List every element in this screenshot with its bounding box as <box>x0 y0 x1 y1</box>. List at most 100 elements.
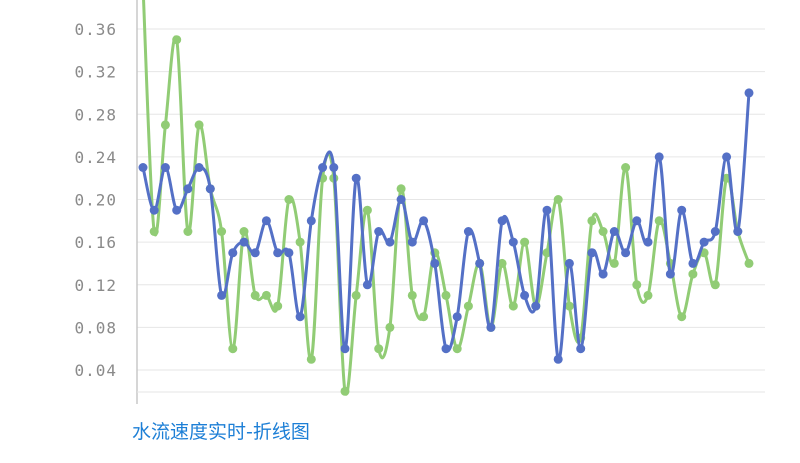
data-point[interactable] <box>340 386 350 396</box>
data-point[interactable] <box>284 195 294 204</box>
data-point[interactable] <box>587 248 597 258</box>
data-point[interactable] <box>598 269 608 279</box>
data-point[interactable] <box>508 301 518 311</box>
data-point[interactable] <box>407 237 417 247</box>
data-point[interactable] <box>362 205 372 215</box>
data-point[interactable] <box>351 290 361 300</box>
data-point[interactable] <box>239 237 249 247</box>
data-point[interactable] <box>295 237 305 247</box>
data-point[interactable] <box>183 227 193 236</box>
data-point[interactable] <box>564 258 574 268</box>
data-point[interactable] <box>733 227 743 236</box>
y-tick-label: 0.12 <box>74 276 117 295</box>
data-point[interactable] <box>643 237 653 247</box>
data-point[interactable] <box>508 237 518 247</box>
data-point[interactable] <box>351 173 361 183</box>
data-point[interactable] <box>553 354 563 364</box>
data-point[interactable] <box>677 205 687 215</box>
data-point[interactable] <box>149 227 159 236</box>
data-point[interactable] <box>553 195 563 204</box>
data-point[interactable] <box>744 258 754 268</box>
data-point[interactable] <box>564 301 574 311</box>
data-point[interactable] <box>486 322 496 332</box>
data-point[interactable] <box>273 301 283 311</box>
series-1 <box>142 0 754 396</box>
data-point[interactable] <box>407 290 417 300</box>
data-point[interactable] <box>217 290 227 300</box>
data-point[interactable] <box>463 301 473 311</box>
data-point[interactable] <box>587 216 597 226</box>
data-point[interactable] <box>699 237 709 247</box>
data-point[interactable] <box>295 312 305 322</box>
data-point[interactable] <box>374 227 384 236</box>
data-point[interactable] <box>261 216 271 226</box>
data-point[interactable] <box>250 248 260 258</box>
data-point[interactable] <box>452 344 462 354</box>
data-point[interactable] <box>598 227 608 236</box>
data-point[interactable] <box>385 322 395 332</box>
data-point[interactable] <box>194 120 204 130</box>
data-point[interactable] <box>228 344 238 354</box>
data-point[interactable] <box>677 312 687 322</box>
data-point[interactable] <box>722 152 732 162</box>
data-point[interactable] <box>609 227 619 236</box>
data-point[interactable] <box>497 258 507 268</box>
data-point[interactable] <box>744 88 754 98</box>
data-point[interactable] <box>710 227 720 236</box>
data-point[interactable] <box>452 312 462 322</box>
data-point[interactable] <box>340 344 350 354</box>
data-point[interactable] <box>621 248 631 258</box>
y-tick-label: 0.32 <box>74 63 117 82</box>
data-point[interactable] <box>621 163 631 172</box>
data-point[interactable] <box>632 216 642 226</box>
data-point[interactable] <box>396 184 406 194</box>
data-point[interactable] <box>419 216 429 226</box>
data-point[interactable] <box>284 248 294 258</box>
data-point[interactable] <box>654 152 664 162</box>
data-point[interactable] <box>217 227 227 236</box>
data-point[interactable] <box>520 290 530 300</box>
data-point[interactable] <box>329 163 339 172</box>
data-point[interactable] <box>542 205 552 215</box>
data-point[interactable] <box>419 312 429 322</box>
data-point[interactable] <box>172 35 182 45</box>
data-point[interactable] <box>463 227 473 236</box>
data-point[interactable] <box>183 184 193 194</box>
data-point[interactable] <box>632 280 642 290</box>
data-point[interactable] <box>396 195 406 204</box>
data-point[interactable] <box>318 163 328 172</box>
data-point[interactable] <box>273 248 283 258</box>
data-point[interactable] <box>228 248 238 258</box>
data-point[interactable] <box>250 290 260 300</box>
data-point[interactable] <box>138 163 148 172</box>
data-point[interactable] <box>205 184 215 194</box>
data-point[interactable] <box>261 290 271 300</box>
data-point[interactable] <box>665 269 675 279</box>
data-point[interactable] <box>531 301 541 311</box>
data-point[interactable] <box>194 163 204 172</box>
data-point[interactable] <box>654 216 664 226</box>
data-point[interactable] <box>688 269 698 279</box>
data-point[interactable] <box>520 237 530 247</box>
data-point[interactable] <box>643 290 653 300</box>
data-point[interactable] <box>306 216 316 226</box>
data-point[interactable] <box>441 344 451 354</box>
data-point[interactable] <box>441 290 451 300</box>
data-point[interactable] <box>160 163 170 172</box>
data-point[interactable] <box>385 237 395 247</box>
data-point[interactable] <box>475 258 485 268</box>
data-point[interactable] <box>172 205 182 215</box>
data-point[interactable] <box>430 258 440 268</box>
data-point[interactable] <box>609 258 619 268</box>
data-point[interactable] <box>239 227 249 236</box>
data-point[interactable] <box>362 280 372 290</box>
data-point[interactable] <box>160 120 170 130</box>
data-point[interactable] <box>374 344 384 354</box>
data-point[interactable] <box>497 216 507 226</box>
series-layer <box>138 0 754 396</box>
data-point[interactable] <box>306 354 316 364</box>
data-point[interactable] <box>576 344 586 354</box>
data-point[interactable] <box>688 258 698 268</box>
data-point[interactable] <box>710 280 720 290</box>
data-point[interactable] <box>149 205 159 215</box>
